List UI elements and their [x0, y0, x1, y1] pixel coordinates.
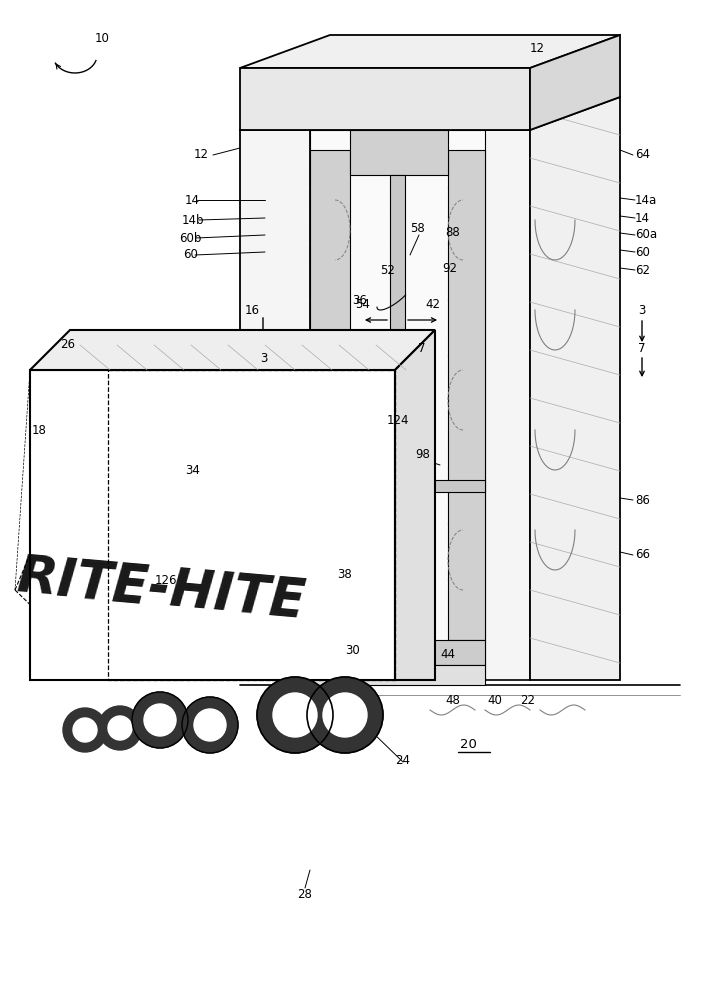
- Text: 66: 66: [635, 548, 650, 562]
- Text: 12: 12: [530, 41, 545, 54]
- Text: 34: 34: [185, 464, 200, 477]
- Circle shape: [182, 697, 238, 753]
- Text: 58: 58: [410, 222, 425, 234]
- Text: 86: 86: [635, 493, 650, 506]
- Polygon shape: [395, 330, 435, 680]
- Polygon shape: [310, 150, 350, 640]
- Circle shape: [144, 704, 176, 736]
- Circle shape: [63, 708, 107, 752]
- Text: 7: 7: [638, 342, 645, 355]
- Circle shape: [132, 692, 188, 748]
- Polygon shape: [390, 480, 485, 492]
- Polygon shape: [420, 648, 435, 660]
- Text: RITE-HITE: RITE-HITE: [15, 551, 308, 629]
- Text: 60a: 60a: [635, 229, 657, 241]
- Text: 98: 98: [415, 448, 430, 462]
- Circle shape: [108, 716, 132, 740]
- Text: 3: 3: [638, 304, 645, 316]
- Text: 60: 60: [635, 245, 650, 258]
- Circle shape: [73, 718, 97, 742]
- Text: 60: 60: [183, 248, 198, 261]
- Text: 88: 88: [445, 226, 460, 238]
- Polygon shape: [530, 35, 620, 130]
- Text: 44: 44: [440, 648, 455, 662]
- Polygon shape: [30, 330, 435, 370]
- Text: 92: 92: [442, 261, 457, 274]
- Polygon shape: [530, 97, 620, 680]
- Polygon shape: [485, 130, 530, 680]
- Text: 40: 40: [487, 694, 502, 706]
- Text: 20: 20: [460, 738, 477, 752]
- Polygon shape: [240, 130, 310, 680]
- Text: 38: 38: [337, 568, 352, 582]
- Text: 14: 14: [185, 194, 200, 207]
- Polygon shape: [448, 150, 485, 640]
- Text: 42: 42: [425, 298, 440, 312]
- Text: 14b: 14b: [182, 214, 204, 227]
- Circle shape: [323, 693, 367, 737]
- Polygon shape: [310, 130, 485, 680]
- Text: 16: 16: [245, 304, 260, 316]
- Text: 126: 126: [155, 574, 178, 586]
- Circle shape: [307, 677, 383, 753]
- Text: 18: 18: [32, 424, 47, 436]
- Text: 14: 14: [635, 212, 650, 225]
- Text: 62: 62: [635, 263, 650, 276]
- Text: 14a: 14a: [635, 194, 657, 207]
- Text: 12: 12: [194, 148, 209, 161]
- Circle shape: [257, 677, 333, 753]
- Polygon shape: [310, 665, 485, 685]
- Text: 7: 7: [418, 342, 425, 355]
- Polygon shape: [240, 35, 620, 68]
- Text: 24: 24: [395, 754, 410, 766]
- Polygon shape: [30, 370, 395, 680]
- Polygon shape: [390, 175, 405, 640]
- Text: 10: 10: [95, 31, 110, 44]
- Text: 60b: 60b: [179, 232, 201, 244]
- Text: 48: 48: [445, 694, 460, 706]
- Text: 26: 26: [60, 338, 75, 352]
- Text: 54: 54: [355, 298, 370, 312]
- Polygon shape: [240, 68, 530, 130]
- Text: 22: 22: [520, 694, 535, 706]
- Text: 52: 52: [380, 263, 395, 276]
- Text: 28: 28: [297, 888, 313, 902]
- Circle shape: [194, 709, 226, 741]
- Text: 36: 36: [352, 294, 367, 306]
- Text: 124: 124: [387, 414, 409, 426]
- Text: 30: 30: [345, 644, 360, 656]
- Polygon shape: [350, 130, 448, 175]
- Circle shape: [273, 693, 317, 737]
- Polygon shape: [310, 640, 485, 665]
- Circle shape: [98, 706, 142, 750]
- Text: 3: 3: [260, 352, 267, 364]
- Text: 64: 64: [635, 148, 650, 161]
